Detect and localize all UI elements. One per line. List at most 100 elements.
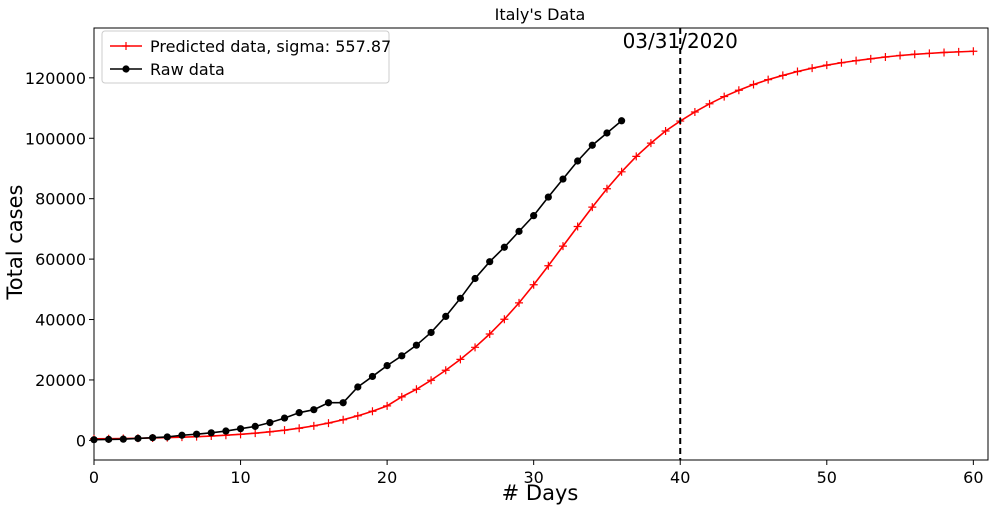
data-point — [178, 431, 186, 439]
data-point — [778, 71, 787, 80]
data-point — [661, 127, 670, 136]
data-point — [134, 434, 142, 442]
y-tick-label: 60000 — [35, 250, 86, 269]
data-point — [734, 86, 743, 95]
data-point — [442, 312, 450, 320]
data-point — [881, 53, 890, 62]
axes-frame — [93, 27, 989, 461]
data-point — [441, 366, 450, 375]
data-point — [412, 341, 421, 349]
data-point — [119, 435, 127, 443]
legend-label: Raw data — [150, 60, 225, 79]
data-point — [251, 422, 259, 430]
legend-label: Predicted data, sigma: 557.87 — [150, 37, 391, 56]
x-tick-label: 50 — [817, 468, 837, 487]
data-point — [690, 107, 699, 116]
y-axis-label: Total cases — [3, 185, 27, 301]
data-point — [368, 407, 377, 416]
y-tick-label: 0 — [76, 431, 86, 450]
plot-area: 0 10 20 30 40 50 60 0 20000 40000 60000 80000 100000… — [25, 27, 989, 487]
data-point — [910, 50, 919, 59]
data-point — [471, 274, 479, 283]
data-point — [207, 429, 215, 437]
data-point — [486, 258, 494, 266]
data-point — [339, 415, 348, 424]
data-point — [602, 184, 611, 193]
data-point — [280, 426, 289, 435]
data-point — [280, 414, 289, 422]
data-point — [559, 175, 567, 183]
x-tick-label: 10 — [230, 468, 250, 487]
data-point — [149, 434, 157, 442]
data-point — [354, 383, 362, 391]
data-point — [251, 429, 260, 438]
x-tick-label: 30 — [523, 468, 543, 487]
legend: Predicted data, sigma: 557.87 Raw data — [101, 30, 391, 84]
y-tick-label: 80000 — [35, 190, 86, 209]
data-point — [764, 75, 773, 84]
data-point — [90, 436, 98, 444]
data-point — [353, 411, 362, 420]
y-tick-label: 40000 — [35, 311, 86, 330]
reference-line-label: 03/31/2020 — [623, 29, 738, 53]
data-point — [339, 399, 347, 407]
data-point — [515, 298, 524, 307]
data-point — [500, 243, 508, 251]
data-point — [485, 330, 494, 339]
data-point — [618, 117, 626, 125]
data-point — [793, 67, 802, 76]
data-point — [808, 64, 817, 73]
data-point — [456, 294, 464, 302]
data-point — [529, 280, 538, 289]
data-point — [397, 392, 406, 401]
x-tick-label: 40 — [670, 468, 690, 487]
data-point — [925, 49, 934, 58]
data-point — [940, 48, 949, 57]
data-point — [896, 51, 905, 60]
data-point — [309, 421, 318, 430]
data-point — [720, 92, 729, 101]
data-point — [822, 61, 831, 70]
data-point — [646, 139, 655, 148]
chart-title: Italy's Data — [495, 5, 586, 24]
y-tick-label: 120000 — [25, 69, 86, 88]
data-point — [588, 141, 596, 149]
data-point — [295, 424, 304, 433]
series-line — [93, 50, 974, 440]
data-point — [383, 401, 392, 410]
data-point — [617, 167, 626, 176]
data-point — [105, 435, 113, 443]
legend-box — [101, 30, 390, 84]
data-point — [603, 129, 611, 137]
data-point — [222, 427, 230, 435]
data-point — [969, 47, 978, 56]
data-point — [324, 419, 333, 428]
data-point — [427, 376, 436, 385]
data-point — [837, 58, 846, 67]
x-tick-label: 0 — [89, 468, 99, 487]
series-2 — [90, 117, 626, 444]
data-point — [236, 425, 245, 433]
x-axis-label: # Days — [502, 481, 579, 505]
data-point — [383, 362, 391, 370]
data-point — [515, 227, 523, 235]
data-point — [573, 222, 582, 231]
data-point — [266, 418, 274, 427]
y-tick-label: 20000 — [35, 371, 86, 390]
legend-marker — [122, 65, 130, 73]
data-point — [574, 157, 582, 165]
data-point — [471, 343, 480, 352]
data-point — [632, 152, 641, 161]
data-point — [852, 56, 861, 65]
data-point — [530, 212, 538, 220]
data-point — [705, 99, 714, 108]
data-point — [954, 47, 963, 56]
data-point — [192, 430, 201, 438]
data-point — [310, 406, 318, 414]
data-point — [558, 242, 567, 251]
data-point — [412, 385, 421, 394]
series-1 — [90, 47, 978, 443]
data-point — [368, 372, 377, 381]
data-point — [163, 433, 171, 441]
